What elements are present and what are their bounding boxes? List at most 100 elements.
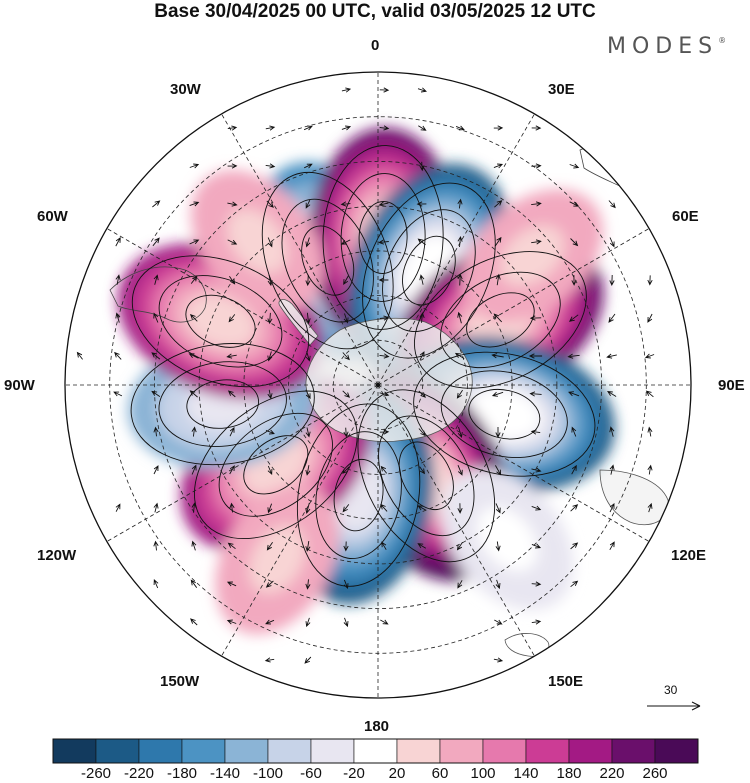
wind-arrow — [152, 200, 161, 208]
parallel-line — [288, 295, 468, 475]
wind-arrow — [531, 201, 542, 207]
streamline-a5-3 — [413, 351, 596, 477]
wind-arrow — [267, 351, 273, 362]
wind-arrow — [265, 429, 275, 435]
colorbar-box — [138, 738, 183, 764]
wind-arrow — [189, 390, 198, 398]
wind-arrow — [266, 200, 274, 208]
wind-arrow — [571, 464, 577, 475]
wind-arrow — [418, 125, 427, 131]
south-pole-marker — [375, 382, 381, 388]
colorbar-box — [654, 738, 699, 764]
streamline-a4-2 — [440, 271, 561, 369]
wind-arrow — [305, 200, 311, 209]
wind-arrow — [343, 541, 349, 552]
wind-arrow — [152, 237, 160, 247]
wind-arrow — [417, 505, 427, 511]
wind-arrow — [647, 426, 653, 437]
modes-logo: MODES® — [607, 34, 727, 59]
meridian-line — [106, 228, 379, 386]
map-title: Base 30/04/2025 00 UTC, valid 03/05/2025… — [154, 1, 596, 22]
colorbar-tick-label: 60 — [431, 765, 449, 782]
wind-arrow — [114, 351, 122, 360]
meridian-line — [221, 113, 379, 386]
wind-arrow — [568, 391, 580, 397]
wind-arrow — [609, 237, 615, 248]
wind-arrow — [609, 541, 615, 551]
wind-arrow — [153, 540, 159, 551]
wind-arrow — [419, 274, 425, 285]
colorbar-tick-label: -60 — [300, 765, 322, 782]
wind-arrow — [531, 543, 542, 549]
wind-arrow — [267, 274, 273, 287]
wind-arrow — [609, 426, 615, 437]
wind-arrow — [419, 312, 425, 323]
colorbar-box — [267, 738, 312, 764]
wind-arrow — [495, 503, 501, 514]
wind-arrow — [113, 391, 123, 397]
wind-arrow — [305, 502, 311, 514]
wind-arrow — [647, 275, 653, 286]
wind-arrow — [379, 429, 390, 435]
colorbar-box — [310, 738, 355, 764]
wind-arrow — [305, 274, 311, 287]
wind-arrow — [531, 125, 542, 131]
wind-arrow — [417, 87, 427, 93]
wind-arrow — [493, 125, 504, 131]
wind-arrow — [379, 391, 390, 397]
colorbar-box — [396, 738, 441, 764]
streamlines — [130, 145, 596, 587]
wind-arrow — [153, 274, 159, 285]
streamline-a3-3 — [362, 182, 496, 359]
wind-arrow — [188, 353, 199, 359]
wind-arrow — [266, 541, 273, 551]
wind-arrow — [457, 198, 463, 209]
label-lon-120e: 120E — [671, 547, 707, 564]
colorbar-box — [181, 738, 226, 764]
wind-arrow — [115, 274, 121, 285]
anomaly-blob-a11 — [226, 208, 288, 274]
wind-arrow — [647, 464, 653, 475]
meridian-line — [377, 384, 535, 657]
colorbar-box — [525, 738, 570, 764]
streamline-a1-3 — [261, 171, 394, 350]
wind-arrow — [570, 580, 579, 588]
wind-vectors — [76, 87, 655, 664]
wind-arrow — [227, 239, 238, 245]
wind-arrow — [645, 390, 654, 398]
wind-arrow — [305, 617, 311, 628]
streamline-a7-2 — [315, 431, 402, 559]
wind-arrow — [379, 125, 390, 131]
wind-arrow — [305, 427, 311, 438]
wind-arrow — [417, 543, 427, 549]
wind-arrow — [265, 619, 275, 625]
meridian-line — [377, 113, 535, 386]
wind-arrow — [379, 315, 390, 321]
wind-arrow — [342, 466, 350, 474]
wind-arrow — [456, 389, 463, 399]
wind-arrow — [227, 390, 236, 398]
wind-arrow — [115, 312, 121, 323]
wind-arrow — [647, 313, 653, 323]
wind-arrow — [494, 236, 502, 247]
wind-arrow — [189, 313, 198, 322]
label-lon-0: 0 — [371, 37, 380, 54]
wind-arrow — [570, 504, 579, 512]
wind-arrow — [190, 275, 198, 284]
wind-arrow — [153, 502, 159, 513]
wind-arrow — [342, 504, 350, 513]
colorbar-box — [353, 738, 398, 764]
streamline-a6-1 — [398, 441, 454, 510]
wind-arrow — [607, 390, 617, 397]
wind-arrow — [227, 542, 236, 550]
wind-arrow — [531, 505, 542, 511]
wind-arrow — [151, 390, 161, 397]
wind-arrow — [343, 275, 349, 286]
wind-arrow — [570, 542, 579, 550]
wind-arrow — [457, 580, 463, 589]
wind-arrow — [153, 426, 159, 437]
wind-arrow — [190, 618, 198, 626]
wind-arrow — [226, 581, 237, 587]
colorbar-box — [95, 738, 140, 764]
